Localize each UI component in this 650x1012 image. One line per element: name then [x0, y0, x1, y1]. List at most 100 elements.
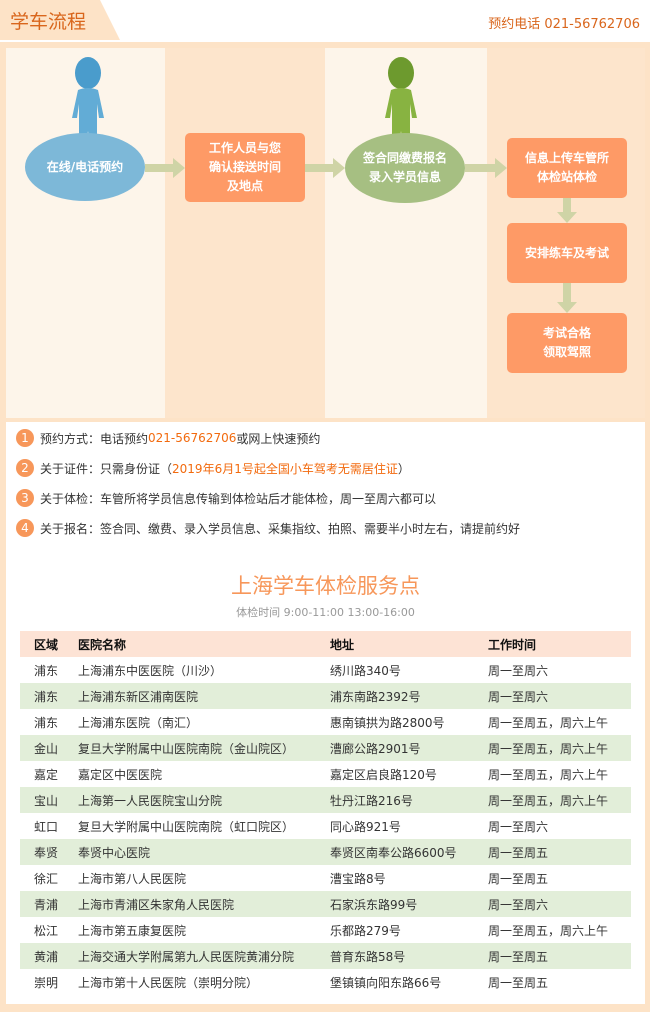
section-tab: 学车流程 [0, 0, 120, 40]
note-highlight: 2019年6月1号起全国小车驾考无需居住证 [172, 461, 398, 476]
cell-hospital: 上海市第八人民医院 [78, 871, 187, 886]
cell-hospital: 上海市第五康复医院 [78, 923, 187, 938]
phone-number: 预约电话 021-56762706 [488, 17, 640, 32]
col-hours: 工作时间 [488, 631, 631, 657]
service-title: 上海学车体检服务点 [231, 574, 420, 598]
note-label: 关于证件： [40, 461, 101, 476]
cell-hours: 周一至周五 [488, 871, 549, 886]
table-row: 浦东 上海浦东中医医院（川沙） 绣川路340号 周一至周六 [20, 657, 631, 683]
step-confirm-pickup: 工作人员与您 确认接送时间 及地点 [185, 133, 305, 202]
cell-hours: 周一至周五 [488, 839, 631, 865]
number-badge: 4 [16, 519, 34, 537]
cell-address: 惠南镇拱为路2800号 [330, 715, 445, 730]
cell-hospital: 上海第一人民医院宝山分院 [78, 787, 330, 813]
cell-address: 普育东路58号 [330, 943, 488, 969]
table-row: 崇明 上海市第十人民医院（崇明分院） 堡镇镇向阳东路66号 周一至周五 [20, 969, 631, 995]
note-medical: 3 关于体检： 车管所将学员信息传输到体检站后才能体检，周一至周六都可以 [16, 489, 436, 507]
table-row: 青浦 上海市青浦区朱家角人民医院 石家浜东路99号 周一至周六 [20, 891, 631, 917]
cell-district: 浦东 [34, 715, 59, 730]
cell-district: 奉贤 [20, 839, 78, 865]
table-row: 黄浦 上海交通大学附属第九人民医院黄浦分院 普育东路58号 周一至周五 [20, 943, 631, 969]
cell-district: 黄浦 [20, 943, 78, 969]
cell-address: 漕廊公路2901号 [330, 735, 488, 761]
note-label: 关于报名： [40, 521, 101, 536]
hospital-table: 区域 医院名称 地址 工作时间 浦东 上海浦东中医医院（川沙） 绣川路340号 周一至… [20, 631, 631, 995]
table-row: 嘉定 嘉定区中医医院 嘉定区启良路120号 周一至周五，周六上午 [20, 761, 631, 787]
service-hours: 体检时间 9:00-11:00 13:00-16:00 [236, 606, 415, 619]
note-registration: 4 关于报名： 签合同、缴费、录入学员信息、采集指纹、拍照、需要半小时左右，请提前约… [16, 519, 520, 537]
cell-address: 绣川路340号 [330, 663, 401, 678]
cell-hours: 周一至周六 [488, 819, 549, 834]
cell-district: 宝山 [20, 787, 78, 813]
cell-hours: 周一至周五，周六上午 [488, 767, 609, 782]
cell-address: 奉贤区南奉公路6600号 [330, 839, 488, 865]
cell-address: 同心路921号 [330, 819, 401, 834]
cell-district: 青浦 [20, 891, 78, 917]
arrow-down-icon [557, 198, 577, 223]
green-person-icon [385, 57, 417, 146]
flow-column [165, 48, 325, 418]
note-text: 或网上快速预约 [236, 431, 321, 446]
cell-address: 堡镇镇向阳东路66号 [330, 975, 442, 990]
arrow-right-icon [145, 158, 185, 178]
cell-district: 徐汇 [34, 871, 59, 886]
note-text: 签合同、缴费、录入学员信息、采集指纹、拍照、需要半小时左右，请提前约好 [100, 521, 521, 536]
table-row: 金山 复旦大学附属中山医院南院（金山院区） 漕廊公路2901号 周一至周五，周六上午 [20, 735, 631, 761]
number-badge: 2 [16, 459, 34, 477]
cell-hospital: 上海浦东中医医院（川沙） [78, 663, 223, 678]
cell-hospital: 复旦大学附属中山医院南院（虹口院区） [78, 819, 295, 834]
table-row: 浦东 上海浦东新区浦南医院 浦东南路2392号 周一至周六 [20, 683, 631, 709]
cell-hours: 周一至周五，周六上午 [488, 923, 609, 938]
note-highlight: 021-56762706 [148, 431, 237, 445]
cell-address: 石家浜东路99号 [330, 891, 488, 917]
cell-hospital: 嘉定区中医医院 [78, 767, 163, 782]
note-label: 关于体检： [40, 491, 101, 506]
table-row: 虹口 复旦大学附属中山医院南院（虹口院区） 同心路921号 周一至周六 [20, 813, 631, 839]
cell-district: 浦东 [34, 663, 59, 678]
step-practice-exam: 安排练车及考试 [507, 223, 627, 283]
cell-address: 乐都路279号 [330, 923, 401, 938]
cell-address: 嘉定区启良路120号 [330, 767, 437, 782]
number-badge: 1 [16, 429, 34, 447]
col-hospital: 医院名称 [78, 631, 330, 657]
table-row: 松江 上海市第五康复医院 乐都路279号 周一至周五，周六上午 [20, 917, 631, 943]
note-label: 预约方式： [40, 431, 101, 446]
cell-hospital: 上海浦东医院（南汇） [78, 715, 199, 730]
arrow-right-icon [305, 158, 345, 178]
table-row: 徐汇 上海市第八人民医院 漕宝路8号 周一至周五 [20, 865, 631, 891]
note-documents: 2 关于证件： 只需身份证（ 2019年6月1号起全国小车驾考无需居住证） [16, 459, 410, 477]
note-text: ） [397, 461, 410, 476]
cell-hospital: 上海浦东新区浦南医院 [78, 683, 330, 709]
cell-address: 漕宝路8号 [330, 871, 386, 886]
cell-hospital: 复旦大学附属中山医院南院（金山院区） [78, 735, 330, 761]
cell-hours: 周一至周五 [488, 975, 549, 990]
cell-district: 浦东 [20, 683, 78, 709]
cell-district: 虹口 [34, 819, 59, 834]
table-header: 区域 医院名称 地址 工作时间 [20, 631, 631, 657]
col-address: 地址 [330, 631, 488, 657]
arrow-down-icon [557, 283, 577, 313]
blue-person-icon [72, 57, 104, 146]
process-flow: 在线/电话预约 工作人员与您 确认接送时间 及地点 签合同缴费报名 录入学员信息… [6, 48, 645, 418]
step-get-license: 考试合格 领取驾照 [507, 313, 627, 373]
table-row: 宝山 上海第一人民医院宝山分院 牡丹江路216号 周一至周五，周六上午 [20, 787, 631, 813]
cell-hours: 周一至周五，周六上午 [488, 787, 631, 813]
cell-district: 嘉定 [34, 767, 59, 782]
step-medical-check: 信息上传车管所 体检站体检 [507, 138, 627, 198]
info-panel: 1 预约方式： 电话预约 021-56762706 或网上快速预约 2 关于证件： 只需… [6, 422, 645, 1004]
cell-hospital: 上海市青浦区朱家角人民医院 [78, 891, 330, 917]
cell-hours: 周一至周五，周六上午 [488, 735, 631, 761]
section-title: 学车流程 [10, 11, 87, 33]
arrow-right-icon [465, 158, 507, 178]
cell-district: 松江 [34, 923, 59, 938]
number-badge: 3 [16, 489, 34, 507]
note-text: 电话预约 [100, 431, 149, 446]
cell-hospital: 上海交通大学附属第九人民医院黄浦分院 [78, 943, 330, 969]
table-row: 浦东 上海浦东医院（南汇） 惠南镇拱为路2800号 周一至周五，周六上午 [20, 709, 631, 735]
step-sign-contract: 签合同缴费报名 录入学员信息 [345, 133, 465, 203]
cell-hours: 周一至周五 [488, 943, 631, 969]
cell-district: 崇明 [34, 975, 59, 990]
cell-hours: 周一至周六 [488, 683, 631, 709]
cell-district: 金山 [20, 735, 78, 761]
cell-address: 牡丹江路216号 [330, 787, 488, 813]
